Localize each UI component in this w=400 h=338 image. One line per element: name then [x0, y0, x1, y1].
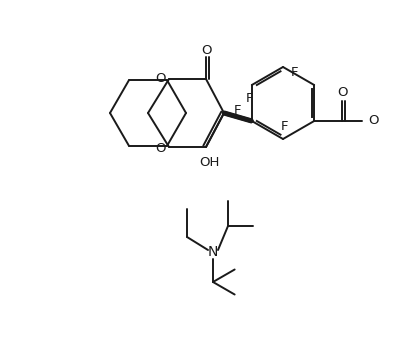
Text: O: O [156, 143, 166, 155]
Text: O: O [201, 44, 211, 56]
Text: OH: OH [199, 155, 219, 169]
Text: O: O [156, 72, 166, 84]
Text: O: O [368, 115, 379, 127]
Text: F: F [291, 66, 299, 78]
Text: O: O [337, 87, 348, 99]
Text: F: F [246, 92, 254, 104]
Text: F: F [281, 121, 289, 134]
Text: F: F [234, 104, 242, 118]
Text: N: N [208, 245, 218, 259]
